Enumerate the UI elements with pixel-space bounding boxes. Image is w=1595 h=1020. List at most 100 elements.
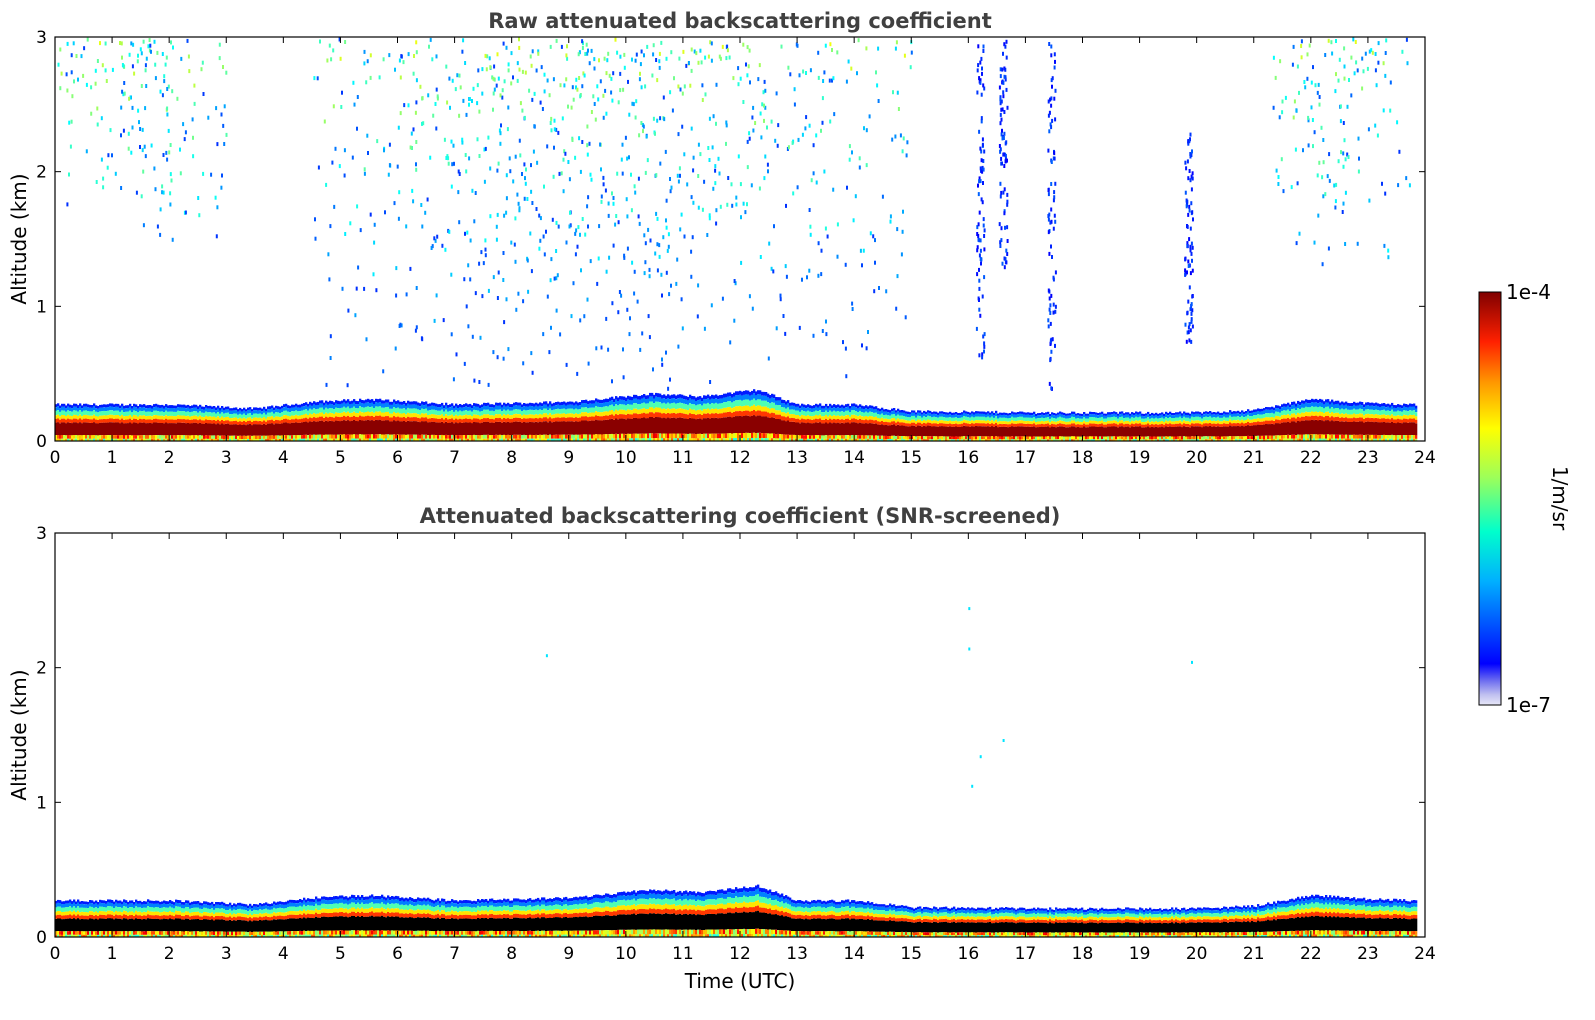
bl-cell <box>899 422 902 426</box>
bl-cell <box>691 396 694 400</box>
bl-cell <box>57 418 60 423</box>
bl-cell <box>135 404 138 408</box>
bl-cell <box>753 393 756 399</box>
bl-cell <box>1147 420 1150 424</box>
bl-cell <box>573 438 576 441</box>
bl-cell <box>609 419 612 434</box>
bl-cell <box>521 407 524 411</box>
bl-cell <box>119 411 122 417</box>
bl-cell <box>1065 413 1068 416</box>
bl-cell <box>561 438 564 441</box>
bl-cell <box>61 438 64 441</box>
bl-cell <box>323 414 326 418</box>
bl-cell <box>765 416 768 434</box>
bl-cell <box>959 412 962 416</box>
bl-cell <box>247 410 250 414</box>
bl-cell <box>1065 415 1068 419</box>
bl-cell <box>353 402 356 407</box>
bl-cell <box>1069 415 1072 419</box>
bl-cell <box>1155 412 1158 416</box>
bl-cell <box>651 412 654 417</box>
bl-cell <box>617 410 620 415</box>
bl-cell <box>437 418 440 423</box>
bl-cell <box>337 416 340 421</box>
bl-cell <box>239 417 242 422</box>
bl-cell <box>545 417 548 422</box>
bl-cell <box>405 405 408 410</box>
bl-cell <box>173 435 176 439</box>
bl-cell <box>587 413 590 418</box>
bl-cell <box>87 438 90 441</box>
bl-cell <box>1011 413 1014 417</box>
bl-cell <box>345 438 348 441</box>
bl-cell <box>291 419 294 423</box>
bl-cell <box>323 418 326 422</box>
bl-cell <box>533 418 536 423</box>
bl-cell <box>987 439 990 441</box>
bl-cell <box>1279 435 1282 439</box>
bl-cell <box>1019 423 1022 427</box>
bl-cell <box>275 419 278 424</box>
bl-cell <box>835 423 838 436</box>
bl-cell <box>581 407 584 413</box>
bl-cell <box>301 415 304 419</box>
bl-cell <box>823 405 826 409</box>
bl-cell <box>379 406 382 412</box>
bl-cell <box>435 422 438 435</box>
bl-cell <box>537 438 540 441</box>
bl-cell <box>1197 413 1200 417</box>
bl-cell <box>787 400 790 404</box>
bl-cell <box>969 439 972 441</box>
bl-cell <box>531 418 534 423</box>
bl-cell <box>729 392 732 397</box>
bl-cell <box>943 412 946 415</box>
bl-cell <box>935 436 938 440</box>
bl-cell <box>397 412 400 417</box>
bl-cell <box>771 412 774 418</box>
bl-cell <box>709 404 712 410</box>
bl-cell <box>979 426 982 437</box>
bl-cell <box>93 435 96 439</box>
bl-cell <box>467 435 470 439</box>
bl-cell <box>1217 423 1220 427</box>
bl-cell <box>147 405 150 408</box>
bl-cell <box>1023 423 1026 427</box>
bl-cell <box>1209 426 1212 437</box>
bl-cell <box>781 399 784 403</box>
bl-cell <box>595 438 598 441</box>
bl-cell <box>437 438 440 441</box>
bl-cell <box>1205 439 1208 441</box>
bl-cell <box>325 416 328 421</box>
bl-cell <box>935 423 938 427</box>
bl-cell <box>329 434 332 439</box>
bl-cell <box>1225 426 1228 437</box>
bl-cell <box>333 417 336 422</box>
bl-cell <box>371 399 374 403</box>
bl-cell <box>367 419 370 435</box>
bl-cell <box>1299 417 1302 422</box>
bl-cell <box>1209 436 1212 440</box>
bl-cell <box>63 418 66 423</box>
bl-cell <box>233 410 236 414</box>
bl-cell <box>103 404 106 408</box>
bl-cell <box>133 435 136 439</box>
bl-cell <box>1301 400 1304 404</box>
bl-cell <box>1021 426 1024 437</box>
bl-cell <box>909 414 912 418</box>
bl-cell <box>1091 439 1094 441</box>
bl-cell <box>403 417 406 421</box>
bl-cell <box>641 418 644 434</box>
bl-cell <box>1031 439 1034 441</box>
bl-cell <box>645 399 648 404</box>
bl-cell <box>849 406 852 409</box>
bl-cell <box>481 435 484 439</box>
bl-cell <box>65 419 68 424</box>
bl-cell <box>241 425 244 436</box>
bl-cell <box>943 426 946 437</box>
bl-cell <box>1129 424 1132 428</box>
bl-cell <box>559 413 562 418</box>
bl-cell <box>783 416 786 421</box>
bl-cell <box>797 415 800 419</box>
bl-cell <box>63 438 66 441</box>
bl-cell <box>613 411 616 416</box>
